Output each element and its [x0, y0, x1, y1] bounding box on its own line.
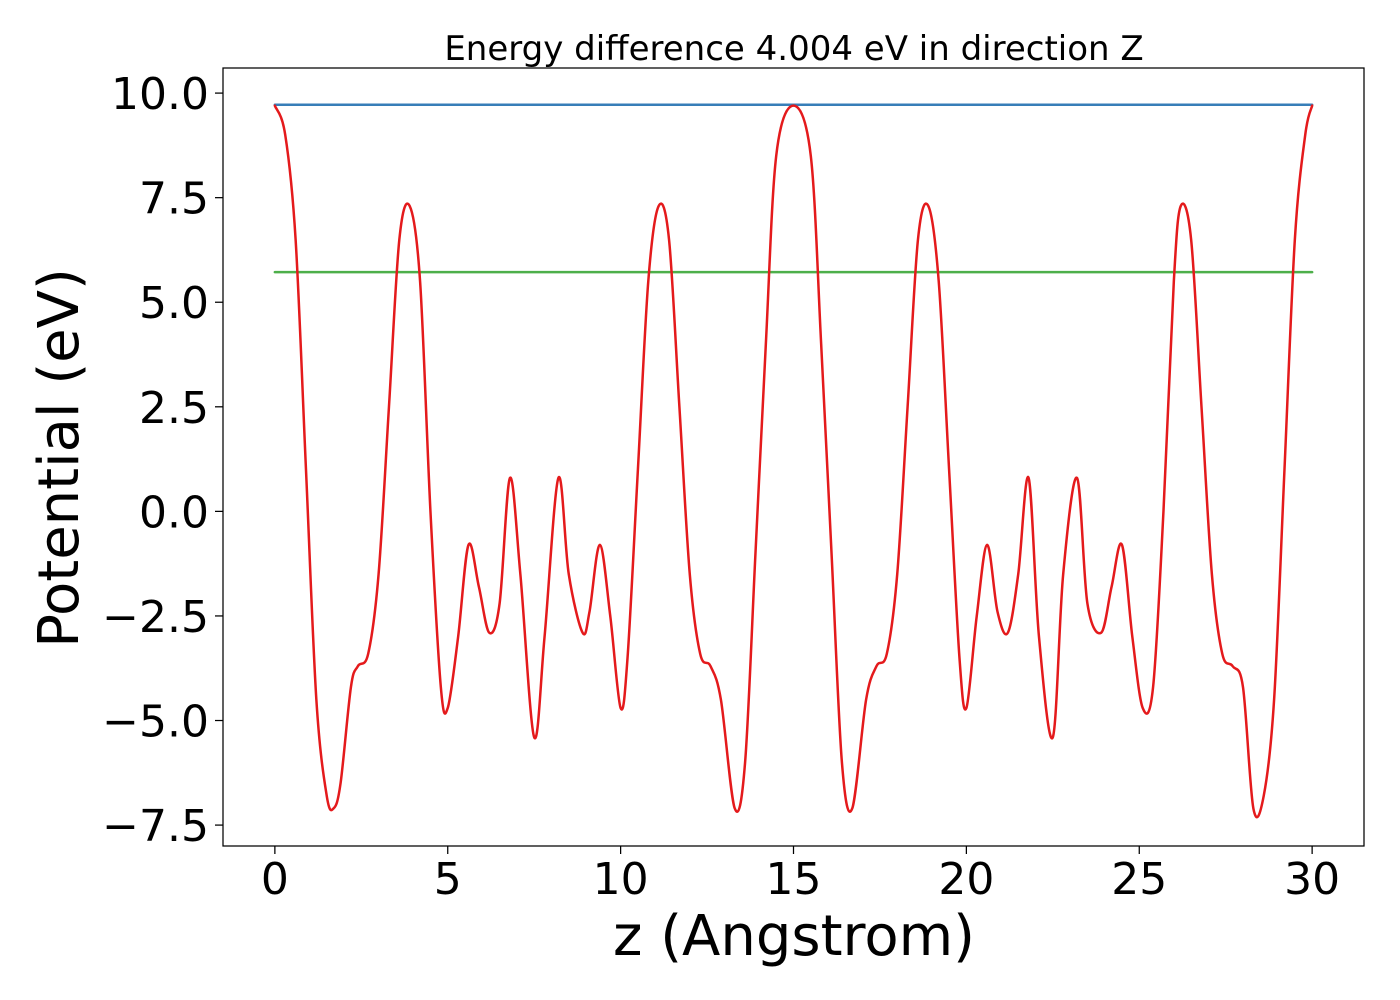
x-tick-label: 25: [1111, 854, 1167, 905]
y-tick-label: −2.5: [102, 592, 209, 643]
x-tick-label: 15: [766, 854, 822, 905]
y-tick-label: −7.5: [102, 801, 209, 852]
chart-title: Energy difference 4.004 eV in direction …: [444, 29, 1143, 69]
x-tick-label: 30: [1284, 854, 1340, 905]
x-tick-label: 10: [593, 854, 649, 905]
y-tick-label: 2.5: [139, 383, 209, 434]
x-axis-ticks: 0 5 10 15 20 25 30: [261, 846, 1340, 905]
y-tick-label: 5.0: [139, 278, 209, 329]
x-tick-label: 20: [938, 854, 994, 905]
x-tick-label: 0: [261, 854, 289, 905]
x-axis-label: z (Angstrom): [613, 904, 975, 969]
series-layer: [273, 103, 1314, 819]
y-axis-ticks: 10.0 7.5 5.0 2.5 0.0 −2.5 −5.0 −7.5: [102, 69, 223, 852]
y-tick-label: 7.5: [139, 174, 209, 225]
y-axis-label: Potential (eV): [27, 268, 92, 648]
y-tick-label: 10.0: [111, 69, 209, 120]
x-tick-label: 5: [434, 854, 462, 905]
potential-curve: [273, 104, 1314, 819]
y-tick-label: 0.0: [139, 487, 209, 538]
y-tick-label: −5.0: [102, 697, 209, 748]
